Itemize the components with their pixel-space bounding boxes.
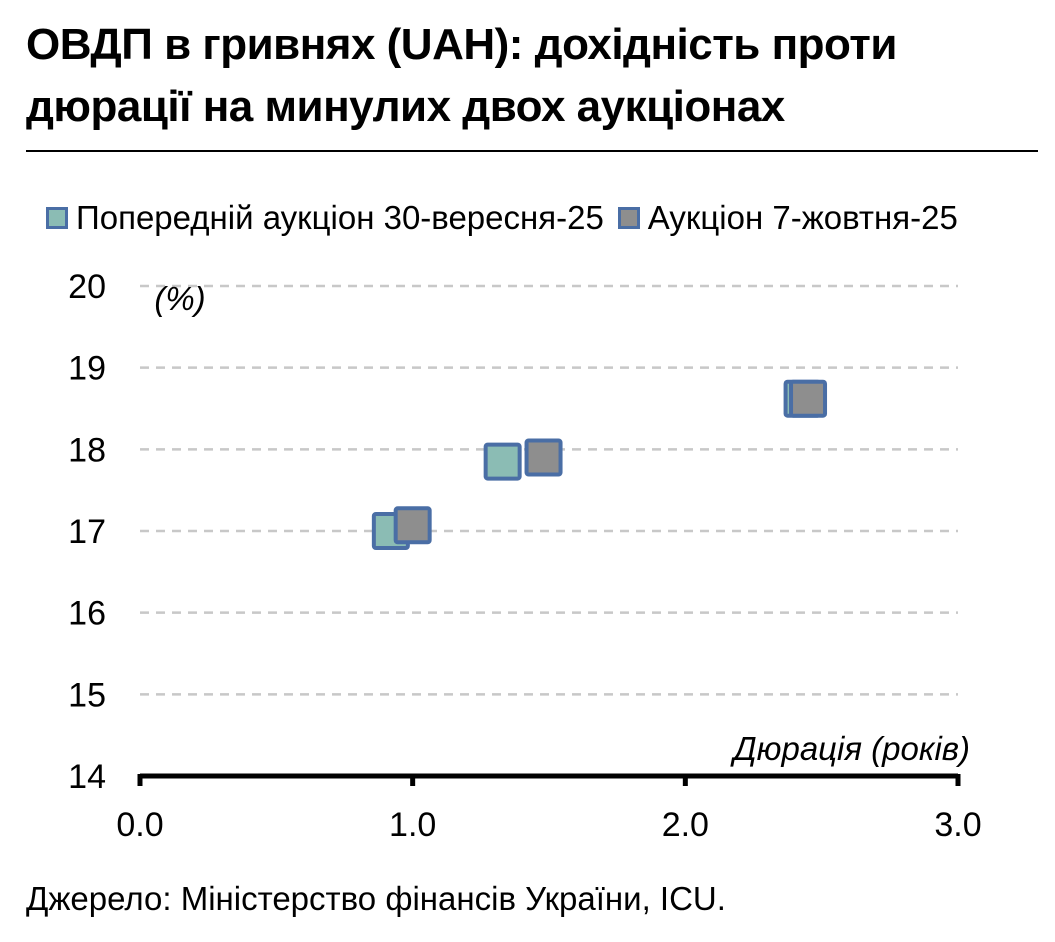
y-tick-label-20: 20 [68, 268, 106, 306]
x-tick-labels: 0.0 1.0 2.0 3.0 [116, 806, 981, 844]
point-series1-2 [483, 442, 522, 481]
legend-item-previous: Попередній аукціон 30-вересня-25 [46, 199, 604, 237]
legend-swatch-previous [46, 207, 68, 229]
grid-lines [140, 284, 958, 696]
data-points [371, 379, 828, 550]
chart-title-line2: дюрації на минулих двох аукціонах [26, 82, 785, 131]
chart-title-line1: ОВДП в гривнях (UAH): дохідність проти [26, 20, 897, 69]
y-tick-label-15: 15 [68, 676, 106, 714]
source-note: Джерело: Міністерство фінансів України, … [26, 880, 726, 917]
x-tick-label-1.0: 1.0 [389, 806, 436, 844]
x-tick-label-3.0: 3.0 [934, 806, 981, 844]
legend: Попередній аукціон 30-вересня-25 Аукціон… [46, 196, 972, 240]
point-series2-1 [393, 506, 432, 545]
y-tick-label-14: 14 [68, 758, 106, 796]
y-tick-label-17: 17 [68, 513, 106, 551]
chart-title: ОВДП в гривнях (UAH): дохідність проти д… [26, 14, 1036, 138]
y-tick-label-19: 19 [68, 350, 106, 388]
y-tick-label-16: 16 [68, 595, 106, 633]
point-series2-3 [789, 379, 828, 418]
legend-item-current: Аукціон 7-жовтня-25 [617, 199, 958, 237]
legend-swatch-current [617, 207, 640, 229]
y-axis-label: (%) [154, 280, 205, 317]
legend-label-current: Аукціон 7-жовтня-25 [647, 199, 958, 236]
title-divider [26, 150, 1038, 152]
point-series2-2 [524, 438, 563, 477]
legend-label-previous: Попередній аукціон 30-вересня-25 [76, 199, 604, 236]
y-tick-labels: 14 15 16 17 18 19 20 [68, 268, 106, 796]
x-axis-label: Дюрація (років) [729, 730, 970, 767]
x-axis [137, 773, 961, 786]
x-tick-label-2.0: 2.0 [662, 806, 709, 844]
y-tick-label-18: 18 [68, 431, 106, 469]
x-tick-label-0.0: 0.0 [116, 806, 163, 844]
